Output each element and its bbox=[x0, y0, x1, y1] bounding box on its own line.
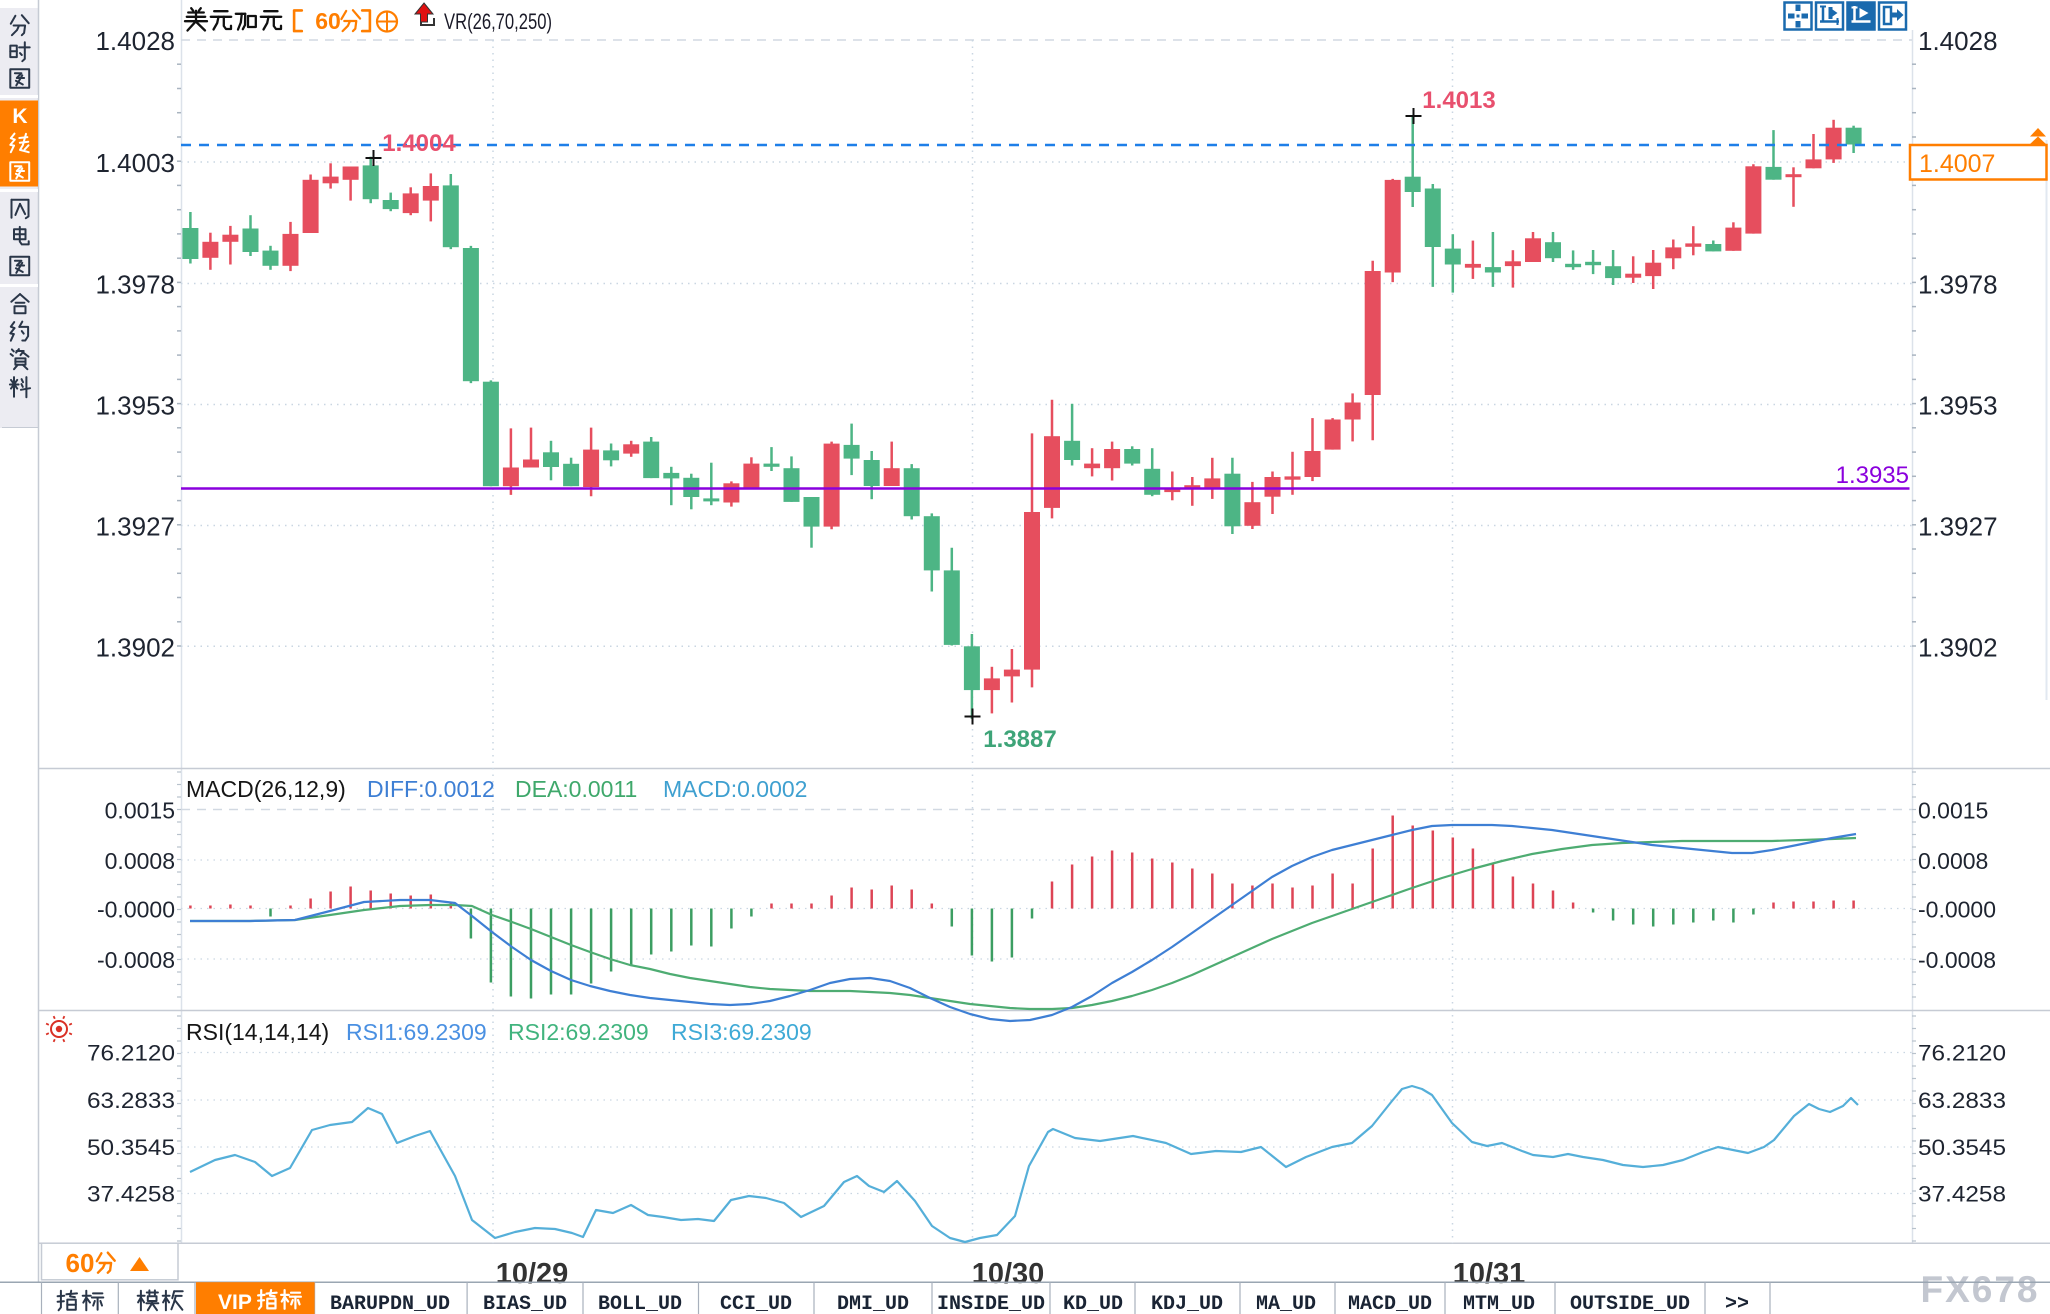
svg-text:-0.0008: -0.0008 bbox=[97, 947, 175, 973]
svg-text:MACD_UD: MACD_UD bbox=[1348, 1293, 1432, 1314]
svg-text:RSI(14,14,14): RSI(14,14,14) bbox=[186, 1019, 329, 1045]
svg-text:BIAS_UD: BIAS_UD bbox=[483, 1293, 567, 1314]
svg-text:>>: >> bbox=[1725, 1293, 1749, 1314]
svg-text:1.3978: 1.3978 bbox=[1918, 270, 1998, 300]
svg-text:1.3953: 1.3953 bbox=[95, 391, 175, 421]
svg-text:K: K bbox=[12, 105, 27, 128]
svg-text:1.4013: 1.4013 bbox=[1422, 87, 1495, 114]
svg-text:10/29: 10/29 bbox=[496, 1258, 569, 1290]
svg-text:50.3545: 50.3545 bbox=[1918, 1135, 2006, 1160]
svg-text:DMI_UD: DMI_UD bbox=[837, 1293, 909, 1314]
svg-text:76.2120: 76.2120 bbox=[87, 1041, 175, 1066]
svg-text:37.4258: 37.4258 bbox=[1918, 1182, 2006, 1207]
svg-text:0.0008: 0.0008 bbox=[105, 848, 175, 874]
svg-text:-0.0000: -0.0000 bbox=[1918, 897, 1996, 923]
svg-text:37.4258: 37.4258 bbox=[87, 1182, 175, 1207]
svg-text:1.4003: 1.4003 bbox=[95, 148, 175, 178]
svg-text:KDJ_UD: KDJ_UD bbox=[1151, 1293, 1223, 1314]
svg-text:1.3927: 1.3927 bbox=[95, 512, 175, 542]
svg-text:VR(26,70,250): VR(26,70,250) bbox=[444, 9, 552, 34]
svg-text:-0.0000: -0.0000 bbox=[97, 897, 175, 923]
svg-text:BARUPDN_UD: BARUPDN_UD bbox=[330, 1293, 450, 1314]
svg-text:1.4007: 1.4007 bbox=[1919, 150, 1995, 178]
svg-text:1.4028: 1.4028 bbox=[95, 26, 175, 56]
svg-text:MACD:0.0002: MACD:0.0002 bbox=[663, 776, 807, 802]
svg-text:RSI3:69.2309: RSI3:69.2309 bbox=[671, 1019, 812, 1045]
svg-text:VIP: VIP bbox=[218, 1291, 252, 1314]
svg-text:1.4004: 1.4004 bbox=[382, 130, 456, 157]
svg-text:MA_UD: MA_UD bbox=[1256, 1293, 1316, 1314]
svg-text:RSI2:69.2309: RSI2:69.2309 bbox=[508, 1019, 649, 1045]
svg-text:1.3902: 1.3902 bbox=[1918, 632, 1998, 662]
svg-text:60: 60 bbox=[66, 1248, 95, 1278]
svg-text:63.2833: 63.2833 bbox=[1918, 1088, 2006, 1113]
svg-text:1.3927: 1.3927 bbox=[1918, 512, 1998, 542]
svg-text:1.3935: 1.3935 bbox=[1836, 462, 1909, 489]
svg-text:10/31: 10/31 bbox=[1453, 1258, 1526, 1290]
svg-text:1.3978: 1.3978 bbox=[95, 270, 175, 300]
svg-text:FX678: FX678 bbox=[1920, 1269, 2039, 1310]
svg-text:BOLL_UD: BOLL_UD bbox=[598, 1293, 682, 1314]
svg-text:1.3902: 1.3902 bbox=[95, 632, 175, 662]
svg-text:MACD(26,12,9): MACD(26,12,9) bbox=[186, 776, 346, 802]
svg-text:0.0008: 0.0008 bbox=[1918, 848, 1988, 874]
svg-text:INSIDE_UD: INSIDE_UD bbox=[937, 1293, 1045, 1314]
svg-text:OUTSIDE_UD: OUTSIDE_UD bbox=[1570, 1293, 1690, 1314]
svg-text:1.4028: 1.4028 bbox=[1918, 26, 1998, 56]
svg-text:0.0015: 0.0015 bbox=[1918, 798, 1988, 824]
svg-text:DIFF:0.0012: DIFF:0.0012 bbox=[367, 776, 495, 802]
svg-text:RSI1:69.2309: RSI1:69.2309 bbox=[346, 1019, 487, 1045]
svg-text:-0.0008: -0.0008 bbox=[1918, 947, 1996, 973]
svg-text:KD_UD: KD_UD bbox=[1063, 1293, 1123, 1314]
svg-text:1.3887: 1.3887 bbox=[983, 726, 1056, 753]
svg-text:60: 60 bbox=[315, 8, 341, 34]
svg-text:1.3953: 1.3953 bbox=[1918, 391, 1998, 421]
svg-text:63.2833: 63.2833 bbox=[87, 1088, 175, 1113]
svg-text:MTM_UD: MTM_UD bbox=[1463, 1293, 1535, 1314]
svg-text:10/30: 10/30 bbox=[972, 1258, 1045, 1290]
svg-text:DEA:0.0011: DEA:0.0011 bbox=[515, 776, 637, 802]
svg-text:76.2120: 76.2120 bbox=[1918, 1041, 2006, 1066]
svg-text:0.0015: 0.0015 bbox=[105, 798, 175, 824]
svg-text:50.3545: 50.3545 bbox=[87, 1135, 175, 1160]
svg-text:CCI_UD: CCI_UD bbox=[720, 1293, 792, 1314]
